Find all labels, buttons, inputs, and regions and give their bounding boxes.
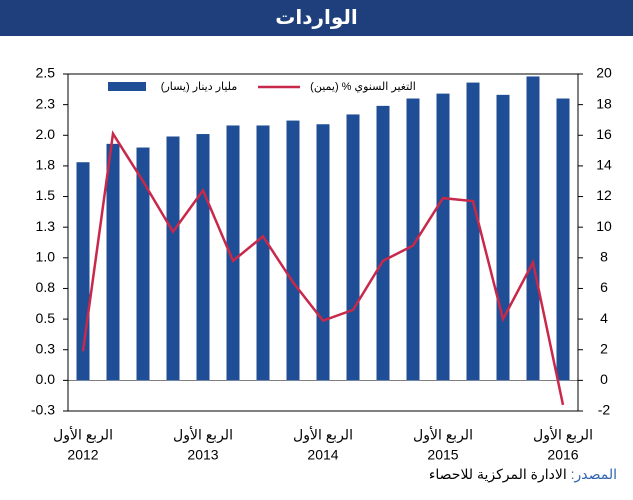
bar [166,136,180,381]
y-tick-label: 0.3 [36,340,56,356]
source-text: الادارة المركزية للاحصاء [428,466,567,482]
bar [526,76,540,381]
y2-tick-label: 4 [600,310,608,326]
y-tick-label: -0.3 [31,402,55,418]
x-tick-label: الربع الأول [413,426,473,444]
x-tick-label: الربع الأول [53,426,113,444]
bar [406,98,420,381]
y2-tick-label: -2 [598,402,611,418]
y-tick-label: 2.5 [36,65,56,81]
y-tick-label: 0.8 [36,279,56,295]
x-year-label: 2013 [187,447,218,463]
plot-frame [67,73,579,412]
y-tick-label: 1.8 [36,157,56,173]
line [81,130,565,406]
bar [496,94,510,381]
x-tick-label: الربع الأول [293,426,353,444]
y2-tick-label: 8 [600,249,608,265]
x-tick-label: الربع الأول [533,426,593,444]
y2-tick-label: 16 [596,126,612,142]
source-label: المصدر: [570,466,617,482]
bar [286,120,300,381]
legend-label: التغير السنوي % (يمين) [310,81,416,93]
legend-swatch [108,82,146,91]
x-year-label: 2012 [67,447,98,463]
y-tick-label: 1.0 [36,249,56,265]
y2-tick-label: 12 [596,187,612,203]
bar [136,147,150,381]
y2-tick-label: 2 [600,340,608,356]
bar [376,105,390,381]
bar [256,125,270,381]
y2-tick-label: 6 [600,279,608,295]
x-year-label: 2015 [427,447,458,463]
y-tick-label: 1.3 [36,218,56,234]
x-year-label: 2016 [547,447,578,463]
bar [106,143,120,381]
bar [196,134,210,381]
y-tick-label: 0.5 [36,310,56,326]
x-tick-label: الربع الأول [173,426,233,444]
bar [226,125,240,381]
y-tick-label: 2.0 [36,126,56,142]
bar [556,98,570,381]
bar [346,114,360,381]
y-tick-label: 1.5 [36,187,56,203]
x-year-label: 2014 [307,447,338,463]
y-tick-label: 2.3 [36,95,56,111]
bar [316,124,330,381]
bar [436,93,450,381]
y2-tick-label: 20 [596,65,612,81]
y2-tick-label: 0 [600,371,608,387]
bar [466,82,480,381]
y2-tick-label: 14 [596,157,612,173]
legend-label: مليار دينار (يسار) [161,81,238,93]
y2-tick-label: 18 [596,95,612,111]
chart-title: الواردات [0,0,633,38]
source: المصدر: الادارة المركزية للاحصاء [429,466,617,483]
y-tick-label: 0.0 [36,371,56,387]
y2-tick-label: 10 [596,218,612,234]
